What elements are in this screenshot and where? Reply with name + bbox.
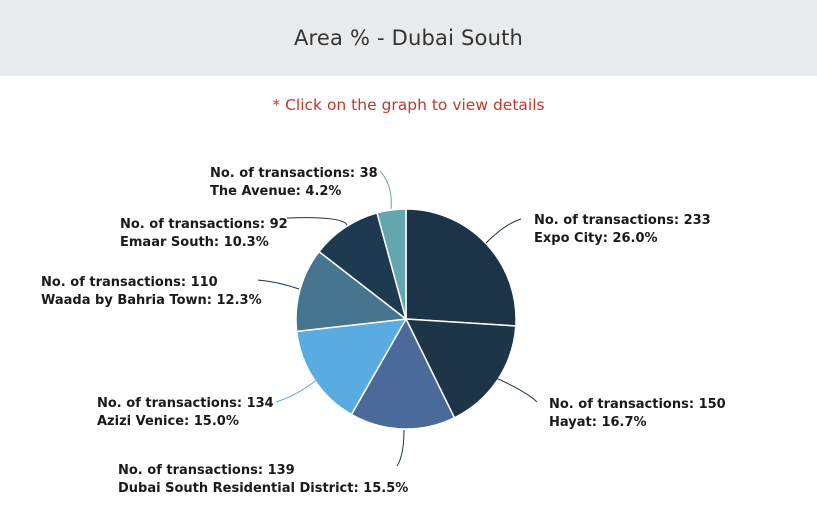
data-label-name-percent: Expo City: 26.0% [534, 231, 658, 246]
connector-line [379, 170, 392, 210]
connector-line [495, 377, 538, 403]
page-header: Area % - Dubai South [0, 0, 817, 76]
connector-line [275, 378, 319, 403]
data-label-name-percent: The Avenue: 4.2% [210, 184, 341, 199]
data-label-name-percent: Dubai South Residential District: 15.5% [118, 481, 408, 496]
data-label-transactions: No. of transactions: 38 [210, 166, 378, 181]
data-label-name-percent: Azizi Venice: 15.0% [97, 414, 239, 429]
connector-line [485, 218, 522, 244]
pie-slice-dubai-south-residential-district[interactable] [350, 317, 456, 430]
data-label-transactions: No. of transactions: 110 [41, 275, 218, 290]
pie-slice-waada-by-bahria-town[interactable] [295, 250, 408, 333]
pie-slice-expo-city[interactable] [405, 208, 517, 327]
data-label-transactions: No. of transactions: 233 [534, 213, 711, 228]
data-label-transactions: No. of transactions: 150 [549, 397, 726, 412]
pie-slices[interactable] [295, 208, 517, 430]
page-title: Area % - Dubai South [293, 26, 524, 50]
connector-line [257, 279, 300, 290]
connector-line [396, 429, 405, 467]
connector-line [286, 217, 348, 226]
data-label-name-percent: Emaar South: 10.3% [120, 235, 269, 250]
click-hint: * Click on the graph to view details [272, 96, 545, 114]
data-label-name-percent: Waada by Bahria Town: 12.3% [41, 293, 262, 308]
data-label-transactions: No. of transactions: 134 [97, 396, 274, 411]
pie-slice-azizi-venice[interactable] [295, 318, 408, 416]
data-label-name-percent: Hayat: 16.7% [549, 415, 647, 430]
pie-slice-the-avenue[interactable] [376, 208, 407, 320]
pie-slice-hayat[interactable] [404, 318, 517, 419]
data-label-transactions: No. of transactions: 139 [118, 463, 295, 478]
data-label-transactions: No. of transactions: 92 [120, 217, 288, 232]
